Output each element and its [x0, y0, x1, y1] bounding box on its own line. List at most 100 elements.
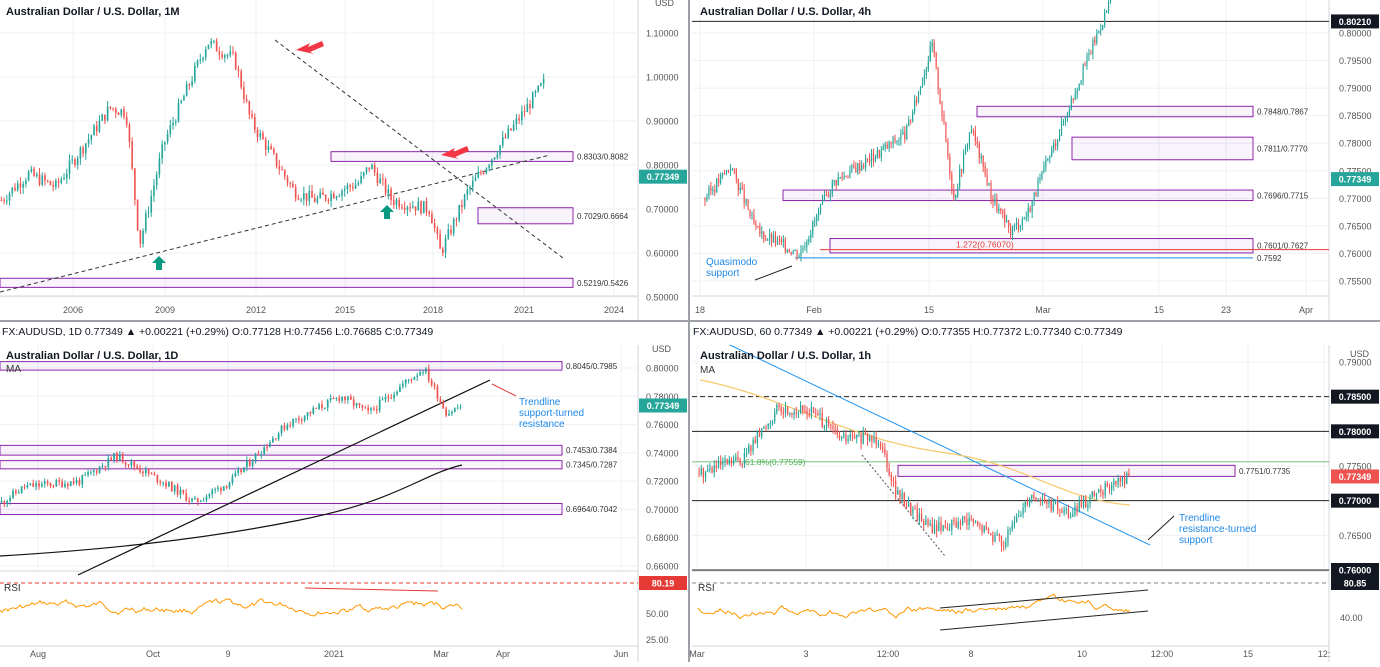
4h-zone	[782, 189, 1254, 202]
4h-candle	[1031, 200, 1033, 213]
monthly-candle	[153, 185, 155, 197]
monthly-candle	[531, 92, 534, 109]
hourly-rsi-channel-top	[939, 589, 1149, 609]
monthly-candle	[466, 189, 469, 196]
daily-candle	[361, 404, 364, 408]
daily-candle	[199, 500, 202, 502]
daily-candle	[188, 500, 190, 502]
4h-candle	[851, 165, 853, 172]
daily-candle	[113, 453, 115, 460]
4h-zone	[829, 238, 1254, 254]
4h-candle	[1076, 90, 1078, 94]
4h-candle	[712, 189, 714, 191]
daily-candle	[121, 454, 124, 463]
4h-candle	[725, 169, 728, 174]
hourly-level-badge	[1331, 389, 1379, 404]
hourly-candle	[851, 434, 854, 437]
daily-candle	[306, 412, 309, 417]
daily-candle	[225, 486, 228, 488]
hourly-candle	[823, 426, 826, 428]
hourly-candle	[944, 525, 946, 528]
monthly-candle	[109, 106, 112, 109]
monthly-candle	[491, 159, 493, 166]
hourly-candle	[799, 405, 802, 413]
monthly-candle	[46, 180, 49, 182]
4h-candle	[714, 189, 716, 192]
monthly-candle	[303, 193, 305, 200]
daily-candle	[390, 397, 393, 399]
hourly-candle	[1126, 472, 1128, 485]
hourly-candle	[882, 446, 884, 450]
monthly-candle	[172, 122, 174, 126]
hourly-candle	[901, 493, 903, 499]
daily-rsi-value-badge	[639, 576, 687, 590]
monthly-candle	[414, 206, 417, 211]
hourly-candle	[946, 527, 949, 531]
monthly-candle	[485, 168, 488, 174]
hourly-rsi-value-badge-text: 80.85	[1344, 579, 1367, 589]
monthly-candle	[409, 207, 411, 209]
4h-title: Australian Dollar / U.S. Dollar, 4h	[700, 6, 871, 18]
monthly-candle	[455, 219, 458, 221]
hourly-candle	[1076, 506, 1078, 512]
panel-4h-bg	[690, 0, 1380, 320]
4h-candle	[929, 46, 931, 62]
4h-candle	[984, 166, 986, 174]
4h-candle	[912, 111, 914, 122]
hourly-candle	[810, 407, 813, 415]
monthly-zone-label: 0.8303/0.8082	[577, 153, 629, 162]
4h-candle	[772, 235, 775, 243]
hourly-candle	[789, 413, 791, 415]
hourly-candle	[994, 534, 996, 542]
daily-candle	[194, 498, 196, 500]
monthly-candle	[136, 199, 139, 230]
4h-candle	[861, 165, 863, 171]
4h-candle	[978, 143, 980, 159]
hourly-candle	[916, 508, 918, 521]
hourly-candle	[1031, 494, 1033, 499]
monthly-candle	[134, 168, 136, 200]
hourly-ma-line	[699, 379, 1131, 506]
monthly-candle	[398, 200, 401, 208]
hourly-candle	[974, 521, 977, 523]
daily-candle	[367, 407, 370, 411]
4h-candle	[774, 235, 777, 244]
monthly-candle	[161, 144, 163, 159]
hourly-candle	[765, 427, 767, 429]
hourly-candle	[847, 438, 849, 441]
hourly-candle	[1000, 536, 1003, 547]
hourly-candle	[1128, 472, 1130, 476]
monthly-candle	[461, 204, 463, 208]
4h-candle	[1064, 116, 1067, 121]
hourly-candle	[834, 428, 836, 430]
monthly-candle	[275, 153, 278, 167]
hourly-time-tick: 12:	[1318, 649, 1331, 659]
4h-candle	[941, 103, 943, 117]
monthly-time-tick: 2012	[246, 305, 266, 315]
hourly-candle	[1033, 494, 1035, 498]
4h-candle	[804, 247, 806, 249]
monthly-candle	[256, 129, 259, 137]
daily-candle	[283, 425, 286, 430]
hourly-currency-label: USD	[1350, 349, 1370, 359]
hourly-candle	[1009, 529, 1011, 531]
hourly-candle	[951, 519, 953, 530]
daily-candle	[139, 468, 141, 472]
hourly-candle	[936, 524, 938, 532]
4h-candle	[915, 99, 918, 103]
4h-price-tick: 0.77500	[1339, 166, 1372, 176]
monthly-candle	[352, 186, 354, 189]
4h-candle	[870, 152, 873, 163]
monthly-candle	[35, 174, 38, 176]
4h-candle	[1057, 140, 1059, 147]
monthly-candle	[313, 197, 316, 203]
4h-price-tick: 0.75500	[1339, 277, 1372, 287]
4h-candle	[1013, 224, 1016, 227]
hourly-candles	[698, 401, 1130, 552]
daily-candle	[407, 379, 410, 381]
4h-candle	[953, 189, 955, 198]
teal-up-arrow-icon	[380, 205, 394, 219]
daily-price-tick: 0.78000	[646, 392, 679, 402]
daily-candle	[393, 394, 396, 399]
